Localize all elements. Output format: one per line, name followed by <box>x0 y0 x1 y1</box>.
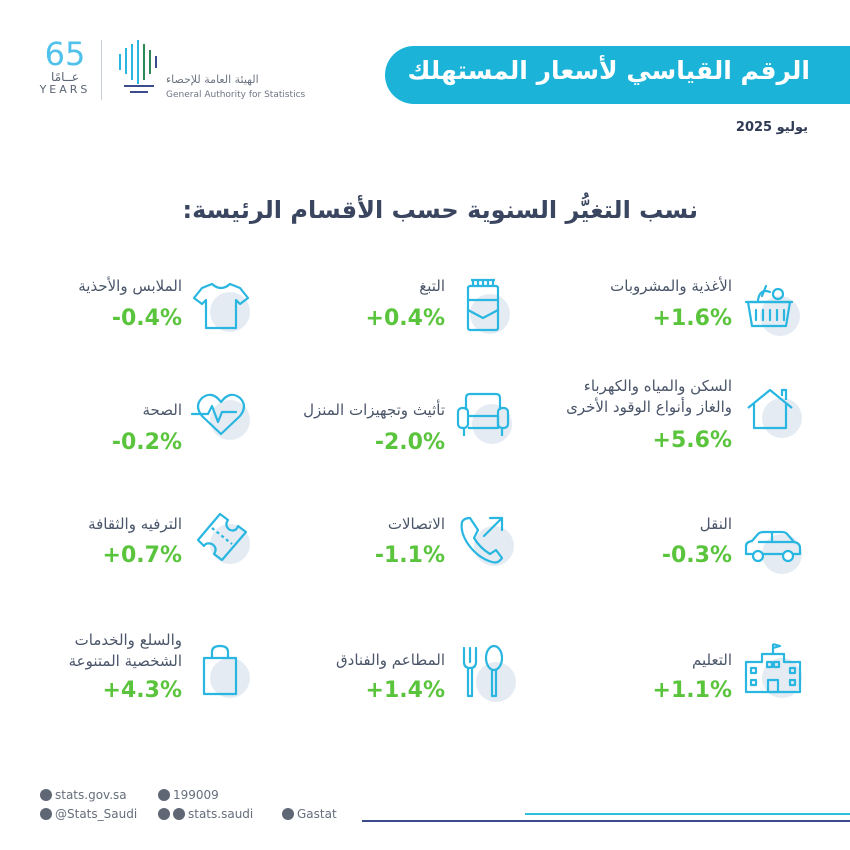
instagram-icon <box>158 808 170 820</box>
armchair-icon <box>456 392 512 444</box>
category-value-clothing: -0.4% <box>111 306 182 331</box>
category-label-food: الأغذية والمشروبات <box>610 277 732 295</box>
category-value-housing: +5.6% <box>652 428 732 453</box>
facebook-icon <box>173 808 185 820</box>
food-basket-icon <box>744 284 800 336</box>
section-heading: نسب التغيُّر السنوية حسب الأقسام الرئيسة… <box>182 196 698 224</box>
category-label-furnishing: تأثيث وتجهيزات المنزل <box>303 401 445 419</box>
category-label-recreation: الترفيه والثقافة <box>88 515 182 533</box>
logo-arabic: عــامًا <box>51 70 79 84</box>
footer-accent-line <box>525 813 850 815</box>
footer-twitter[interactable]: @Stats_Saudi <box>40 807 137 821</box>
logo-divider <box>101 40 102 100</box>
linkedin-icon <box>282 808 294 820</box>
fork-spoon-icon <box>462 644 516 702</box>
school-icon <box>744 642 802 698</box>
phone-text: 199009 <box>173 788 219 802</box>
anniversary-logo: 65 عــامًا YEARS <box>38 38 92 96</box>
shopping-bag-icon <box>202 644 250 698</box>
category-value-education: +1.1% <box>652 678 732 703</box>
footer-line <box>362 820 850 822</box>
footer-social[interactable]: stats.saudi <box>158 807 253 821</box>
logo-english: YEARS <box>39 83 91 96</box>
org-name-english: General Authority for Statistics <box>166 90 306 100</box>
tshirt-icon <box>192 282 250 332</box>
category-label-housing-line1: السكن والمياه والكهرباء <box>583 377 732 395</box>
linkedin-text: Gastat <box>297 807 337 821</box>
category-label-health: الصحة <box>142 401 182 419</box>
footer-linkedin[interactable]: Gastat <box>282 807 337 821</box>
footer-phone[interactable]: 199009 <box>158 788 219 802</box>
globe-icon <box>40 789 52 801</box>
org-name-arabic: الهيئة العامة للإحصاء <box>166 73 259 86</box>
category-label-misc-line1: والسلع والخدمات <box>74 631 182 649</box>
phone-small-icon <box>158 789 170 801</box>
twitter-text: @Stats_Saudi <box>55 807 138 821</box>
category-label-communication: الاتصالات <box>387 515 445 533</box>
cigarette-pack-icon <box>466 278 510 334</box>
category-label-transport: النقل <box>699 515 732 533</box>
heart-pulse-icon <box>190 393 250 440</box>
category-label-tobacco: التبغ <box>419 277 445 295</box>
gastat-logo-icon <box>119 40 157 93</box>
page-title: الرقم القياسي لأسعار المستهلك <box>407 56 810 85</box>
category-value-recreation: +0.7% <box>102 543 182 568</box>
category-value-misc: +4.3% <box>102 678 182 703</box>
category-value-transport: -0.3% <box>661 543 732 568</box>
social-text: stats.saudi <box>188 807 254 821</box>
footer-website[interactable]: stats.gov.sa <box>40 788 127 802</box>
title-banner: الرقم القياسي لأسعار المستهلك <box>385 46 850 104</box>
category-value-furnishing: -2.0% <box>374 430 445 455</box>
phone-icon <box>460 516 514 566</box>
website-text: stats.gov.sa <box>55 788 127 802</box>
car-icon <box>744 530 802 574</box>
ticket-icon <box>196 512 250 564</box>
report-date: يوليو 2025 <box>735 120 808 135</box>
category-label-restaurants: المطاعم والفنادق <box>336 651 445 669</box>
category-value-restaurants: +1.4% <box>365 678 445 703</box>
x-icon <box>40 808 52 820</box>
category-value-health: -0.2% <box>111 430 182 455</box>
logo-number: 65 <box>44 35 86 73</box>
category-label-housing-line2: والغاز وأنواع الوقود الأخرى <box>566 398 732 416</box>
category-value-communication: -1.1% <box>374 543 445 568</box>
house-icon <box>747 388 802 438</box>
category-label-misc-line2: الشخصية المتنوعة <box>68 652 182 670</box>
category-label-education: التعليم <box>692 651 732 669</box>
category-value-tobacco: +0.4% <box>365 306 445 331</box>
category-label-clothing: الملابس والأحذية <box>78 277 182 295</box>
category-value-food: +1.6% <box>652 306 732 331</box>
